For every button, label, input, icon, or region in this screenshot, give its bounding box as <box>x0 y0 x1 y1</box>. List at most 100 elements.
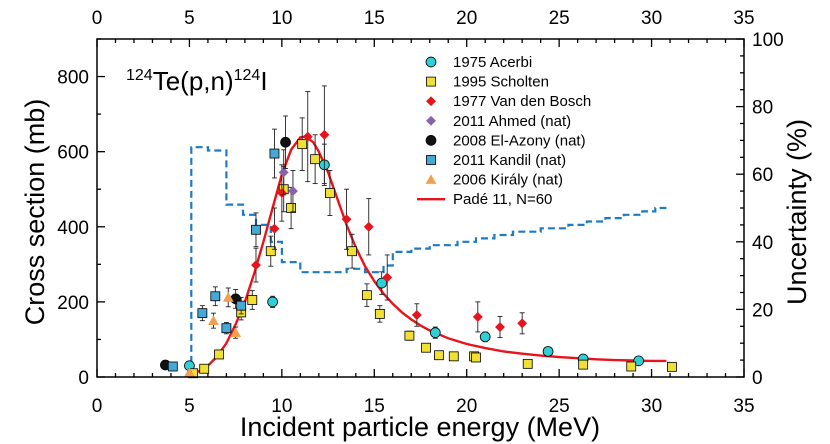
data-point <box>495 322 505 333</box>
data-point <box>167 361 178 372</box>
legend-marker <box>425 135 437 146</box>
fit-curve-layer <box>185 135 667 377</box>
legend-marker <box>425 56 437 68</box>
data-point <box>276 188 287 198</box>
legend: 1975 Acerbi 1995 Scholten 1977 Van den Bos… <box>417 54 591 208</box>
x-tick-label: 0 <box>92 396 103 417</box>
x-tick-label-top: 35 <box>733 8 754 29</box>
series-5 <box>167 128 280 372</box>
data-point <box>667 361 677 372</box>
data-point <box>280 136 291 148</box>
data-point <box>347 246 358 257</box>
legend-marker <box>426 155 436 165</box>
data-point <box>247 295 258 305</box>
y-right-tick-label: 60 <box>752 165 773 186</box>
data-point <box>287 186 298 197</box>
data-point <box>310 154 321 165</box>
data-point <box>286 203 297 213</box>
data-point <box>374 309 385 319</box>
data-point <box>421 342 431 353</box>
y-left-tick-label: 200 <box>57 293 89 314</box>
reaction-annotation: 124Te(p,n)124I <box>126 66 268 96</box>
reaction-element-right: I <box>260 66 267 96</box>
y-left-tick-label: 800 <box>57 68 89 89</box>
data-point <box>278 167 289 178</box>
data-point <box>633 355 644 367</box>
x-tick-label-top: 0 <box>92 8 103 29</box>
data-point <box>199 363 210 374</box>
data-point <box>382 272 393 283</box>
uncertainty-layer <box>187 146 667 372</box>
reaction-mass-left: 124 <box>126 67 153 84</box>
y-axis-left-ticks: 0 200 400 600 800 <box>57 38 105 389</box>
legend-label: 2011 Ahmed (nat) <box>453 113 571 130</box>
data-point <box>522 358 533 369</box>
data-point <box>429 327 441 339</box>
data-point <box>404 330 415 341</box>
legend-label: 1977 Van den Bosch <box>453 93 591 110</box>
legend-label: Padé 11, N=60 <box>453 191 552 208</box>
series-3 <box>278 149 298 213</box>
data-point <box>230 327 242 338</box>
legend-label: 2008 El-Azony (nat) <box>453 132 586 149</box>
data-point <box>208 315 219 325</box>
legend-marker <box>425 174 437 184</box>
x-tick-label-top: 20 <box>456 8 477 29</box>
data-point <box>517 318 528 329</box>
reaction-mass-right: 124 <box>234 67 261 84</box>
y-right-tick-label: 20 <box>752 300 773 321</box>
data-point <box>325 188 335 198</box>
data-point <box>269 223 280 234</box>
legend-label: 2006 Király (nat) <box>453 172 563 189</box>
x-tick-label-top: 25 <box>549 8 570 29</box>
legend-marker <box>426 76 436 87</box>
data-point <box>341 214 352 225</box>
x-tick-label-top: 5 <box>184 8 195 29</box>
data-point <box>578 359 589 370</box>
uncertainty-step-line <box>187 146 667 372</box>
data-point <box>626 361 637 372</box>
legend-marker <box>426 96 436 107</box>
data-point <box>221 323 232 334</box>
data-point <box>472 311 483 322</box>
x-axis-top-ticks: 0 5 10 15 20 25 30 35 <box>92 8 755 47</box>
data-point <box>471 352 481 363</box>
legend-label: 2011 Kandil (nat) <box>453 152 566 169</box>
plot-frame <box>96 38 745 378</box>
y-right-tick-label: 40 <box>752 233 773 254</box>
data-point <box>376 277 388 289</box>
pade-fit-curve <box>185 135 667 377</box>
x-tick-label-top: 15 <box>364 8 385 29</box>
data-point <box>302 131 313 142</box>
data-points-layer <box>160 85 677 379</box>
series-2 <box>251 85 528 339</box>
data-point <box>297 139 308 150</box>
y-left-tick-label: 600 <box>57 143 89 164</box>
data-point <box>197 308 208 319</box>
data-point <box>236 300 247 311</box>
y-left-tick-label: 400 <box>57 218 89 239</box>
data-point <box>542 346 554 357</box>
legend-label: 1975 Acerbi <box>453 54 532 71</box>
x-axis-title: Incident particle energy (MeV) <box>240 412 600 442</box>
data-point <box>361 290 372 301</box>
x-tick-label: 30 <box>641 396 662 417</box>
x-tick-label: 25 <box>549 396 570 417</box>
data-point <box>214 349 224 360</box>
y-left-tick-label: 0 <box>78 368 89 389</box>
y-right-tick-label: 100 <box>752 30 784 51</box>
y-right-tick-label: 80 <box>752 98 773 119</box>
x-tick-label-top: 10 <box>271 8 292 29</box>
y-axis-right-title: Uncertainty (%) <box>782 119 812 305</box>
y-axis-left-title: Cross section (mb) <box>20 99 50 326</box>
x-tick-label: 15 <box>364 396 385 417</box>
data-point <box>184 367 195 377</box>
y-axis-right-ticks: 0 20 40 60 80 100 <box>736 30 784 389</box>
x-tick-label-top: 30 <box>641 8 662 29</box>
reaction-element-left: Te(p,n) <box>153 66 234 96</box>
series-6 <box>184 287 242 377</box>
legend-marker <box>426 115 436 126</box>
legend-label: 1995 Scholten <box>453 74 549 91</box>
y-right-tick-label: 0 <box>752 368 763 389</box>
